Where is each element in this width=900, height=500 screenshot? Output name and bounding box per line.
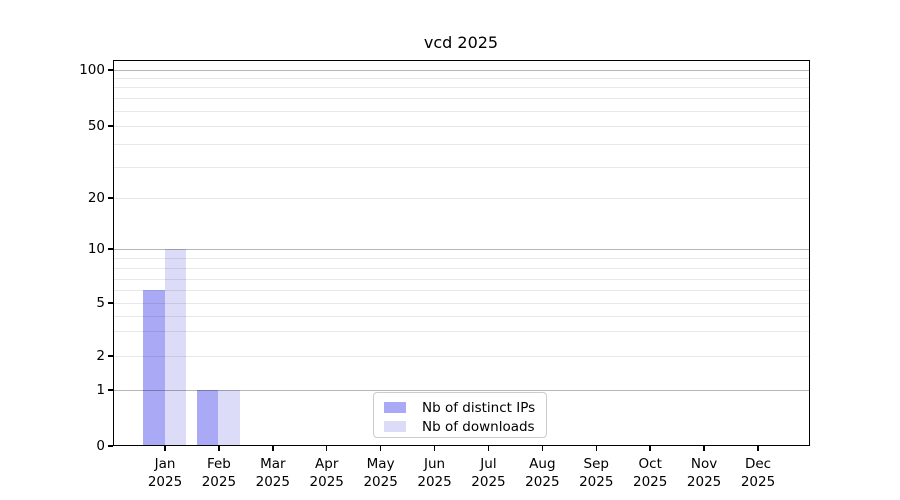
x-tick-label-feb: Feb 2025 xyxy=(177,456,261,491)
minor-gridline xyxy=(114,355,809,357)
y-tick xyxy=(108,445,113,447)
y-tick xyxy=(108,302,113,304)
x-tick xyxy=(649,446,651,451)
minor-gridline xyxy=(114,143,809,145)
y-tick-label: 10 xyxy=(87,241,105,257)
x-tick-label-oct: Oct 2025 xyxy=(608,456,692,491)
major-gridline xyxy=(114,389,809,391)
x-tick-month: Dec xyxy=(744,456,772,472)
x-tick-label-jan: Jan 2025 xyxy=(123,456,207,491)
y-tick xyxy=(108,69,113,71)
x-tick-year: 2025 xyxy=(255,473,290,490)
legend: Nb of distinct IPs Nb of downloads xyxy=(373,392,547,438)
minor-gridline xyxy=(114,302,809,304)
x-tick-label-mar: Mar 2025 xyxy=(231,456,315,491)
x-tick-month: Jan xyxy=(154,456,176,472)
x-tick-month: Mar xyxy=(260,456,286,472)
y-tick-label: 2 xyxy=(96,348,105,364)
x-tick xyxy=(595,446,598,451)
bar-nb-of-downloads-feb xyxy=(218,389,240,445)
x-tick-month: Aug xyxy=(529,456,556,472)
x-tick xyxy=(433,446,436,451)
minor-gridline xyxy=(114,125,809,127)
x-tick-label-may: May 2025 xyxy=(339,456,423,491)
y-tick-label: 50 xyxy=(87,118,105,134)
legend-item-downloads: Nb of downloads xyxy=(384,417,546,436)
x-tick-month: Oct xyxy=(638,456,662,472)
minor-gridline xyxy=(114,315,809,317)
x-tick-label-dec: Dec 2025 xyxy=(716,456,800,491)
minor-gridline xyxy=(114,267,809,269)
y-tick xyxy=(108,355,113,357)
y-tick-label: 20 xyxy=(87,190,105,206)
y-tick-label: 100 xyxy=(79,62,105,78)
x-tick xyxy=(325,446,328,451)
x-tick-label-nov: Nov 2025 xyxy=(662,456,746,491)
bar-nb-of-distinct-ips-jan xyxy=(143,289,165,445)
x-tick xyxy=(164,446,166,451)
minor-gridline xyxy=(114,166,809,168)
minor-gridline xyxy=(114,257,809,259)
minor-gridline xyxy=(114,110,809,112)
x-tick-label-aug: Aug 2025 xyxy=(500,456,584,491)
minor-gridline xyxy=(114,197,809,199)
x-tick-month: Nov xyxy=(690,456,718,472)
y-tick xyxy=(108,125,113,127)
x-tick-month: May xyxy=(366,456,395,472)
bar-layer xyxy=(114,61,809,445)
y-tick xyxy=(108,389,113,391)
minor-gridline xyxy=(114,97,809,99)
x-tick-year: 2025 xyxy=(309,473,344,490)
x-tick-label-jul: Jul 2025 xyxy=(446,456,530,491)
x-tick-year: 2025 xyxy=(201,473,237,490)
y-tick-label: 0 xyxy=(96,438,105,454)
x-tick xyxy=(757,446,759,451)
minor-gridline xyxy=(114,278,809,280)
x-tick-year: 2025 xyxy=(525,473,560,490)
chart-title: vcd 2025 xyxy=(423,33,499,52)
x-tick-year: 2025 xyxy=(633,473,668,490)
x-tick xyxy=(218,446,220,451)
x-tick-month: Feb xyxy=(206,456,231,472)
x-tick-month: Jun xyxy=(424,456,446,472)
x-tick xyxy=(541,446,544,451)
x-tick xyxy=(379,446,382,451)
legend-swatch-distinct-ips xyxy=(384,402,406,413)
x-tick-label-sep: Sep 2025 xyxy=(554,456,638,491)
y-tick xyxy=(108,248,113,250)
y-tick xyxy=(108,197,113,199)
legend-swatch-downloads xyxy=(384,421,406,432)
minor-gridline xyxy=(114,330,809,332)
minor-gridline xyxy=(114,289,809,291)
x-tick-year: 2025 xyxy=(363,473,398,490)
x-tick xyxy=(487,446,490,451)
legend-item-distinct-ips: Nb of distinct IPs xyxy=(384,398,546,417)
legend-label-distinct-ips: Nb of distinct IPs xyxy=(422,399,536,416)
x-tick xyxy=(272,446,274,451)
x-tick-month: Apr xyxy=(315,456,339,472)
bar-nb-of-distinct-ips-feb xyxy=(196,389,219,445)
x-tick xyxy=(703,446,705,451)
x-tick-year: 2025 xyxy=(579,473,614,490)
plot-area xyxy=(113,60,810,446)
minor-gridline xyxy=(114,77,809,79)
x-tick-month: Jul xyxy=(480,456,497,472)
y-tick-label: 5 xyxy=(96,295,105,311)
major-gridline xyxy=(114,248,809,250)
x-tick-year: 2025 xyxy=(686,473,722,490)
bar-nb-of-downloads-jan xyxy=(164,248,186,445)
grid-layer xyxy=(114,61,809,445)
x-tick-year: 2025 xyxy=(471,473,506,490)
major-gridline xyxy=(114,69,809,71)
y-tick-label: 1 xyxy=(96,382,105,398)
x-tick-year: 2025 xyxy=(417,473,452,490)
x-tick-year: 2025 xyxy=(740,473,776,490)
legend-label-downloads: Nb of downloads xyxy=(422,418,535,435)
x-tick-year: 2025 xyxy=(147,473,183,490)
x-tick-label-jun: Jun 2025 xyxy=(393,456,477,491)
minor-gridline xyxy=(114,86,809,88)
x-tick-month: Sep xyxy=(583,456,609,472)
x-tick-label-apr: Apr 2025 xyxy=(285,456,369,491)
